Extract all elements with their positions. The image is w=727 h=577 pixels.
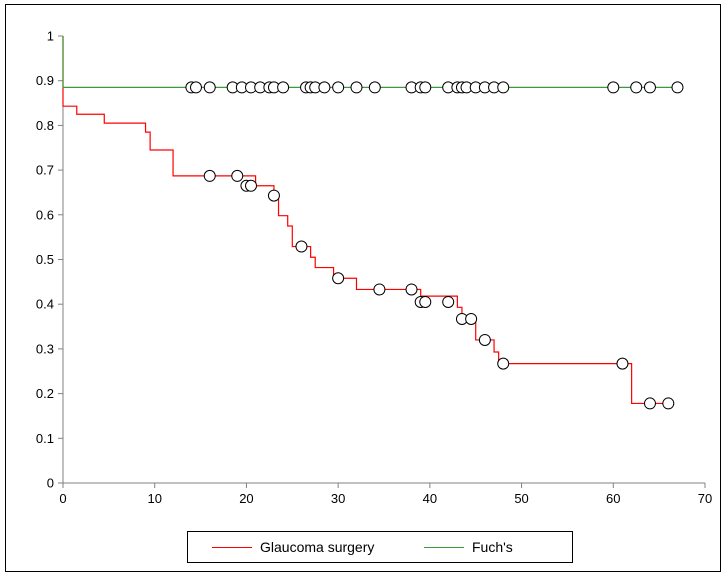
- x-tick-label: 50: [514, 491, 528, 506]
- x-tick-label: 0: [59, 491, 66, 506]
- censor-marker: [419, 295, 432, 308]
- legend-item-fuchs: Fuch's: [424, 532, 513, 562]
- censor-marker: [332, 81, 345, 94]
- x-tick-label: 10: [147, 491, 161, 506]
- censor-marker: [373, 283, 386, 296]
- censor-marker: [671, 81, 684, 94]
- y-tick-label: 0.3: [36, 341, 54, 356]
- censor-marker: [318, 81, 331, 94]
- censor-marker: [607, 81, 620, 94]
- y-tick-label: 0.1: [36, 431, 54, 446]
- censor-marker: [442, 295, 455, 308]
- y-tick-label: 0.7: [36, 163, 54, 178]
- chart-frame: [5, 4, 721, 572]
- censor-marker: [497, 357, 510, 370]
- y-tick-label: 0.5: [36, 252, 54, 267]
- censor-marker: [643, 81, 656, 94]
- censor-marker: [419, 81, 432, 94]
- censor-marker: [478, 333, 491, 346]
- legend-swatch-fuchs: [424, 546, 464, 548]
- axes: 00.10.20.30.40.50.60.70.80.910 10 20 30 40 50…: [36, 29, 712, 507]
- censor-markers: [185, 81, 684, 410]
- censor-marker: [350, 81, 363, 94]
- censor-marker: [189, 81, 202, 94]
- censor-marker: [497, 81, 510, 94]
- censor-marker: [295, 240, 308, 253]
- legend-swatch-glaucoma: [212, 546, 252, 548]
- censor-marker: [643, 397, 656, 410]
- censor-marker: [616, 357, 629, 370]
- censor-marker: [662, 397, 675, 410]
- x-tick-label: 70: [698, 491, 712, 506]
- y-tick-label: 0.6: [36, 207, 54, 222]
- censor-marker: [231, 169, 244, 182]
- censor-marker: [267, 189, 280, 202]
- series-line-1: [62, 36, 678, 89]
- censor-marker: [277, 81, 290, 94]
- censor-marker: [405, 283, 418, 296]
- censor-marker: [203, 169, 216, 182]
- censor-marker: [245, 179, 258, 192]
- series-line-0: [62, 36, 669, 405]
- legend-item-glaucoma: Glaucoma surgery: [212, 532, 374, 562]
- x-tick-label: 40: [423, 491, 437, 506]
- censor-marker: [203, 81, 216, 94]
- x-tick-label: 20: [239, 491, 253, 506]
- y-tick-label: 0.9: [36, 73, 54, 88]
- legend: Glaucoma surgery Fuch's: [187, 531, 573, 563]
- censor-marker: [332, 272, 345, 285]
- censor-marker: [368, 81, 381, 94]
- censor-marker: [465, 312, 478, 325]
- y-tick-label: 0.8: [36, 118, 54, 133]
- y-tick-label: 1: [47, 29, 54, 44]
- censor-marker: [630, 81, 643, 94]
- legend-label-glaucoma: Glaucoma surgery: [260, 539, 375, 555]
- y-tick-label: 0: [47, 476, 54, 491]
- legend-label-fuchs: Fuch's: [472, 539, 513, 555]
- y-tick-label: 0.4: [36, 297, 54, 312]
- x-tick-label: 60: [606, 491, 620, 506]
- x-tick-label: 30: [331, 491, 345, 506]
- y-tick-label: 0.2: [36, 386, 54, 401]
